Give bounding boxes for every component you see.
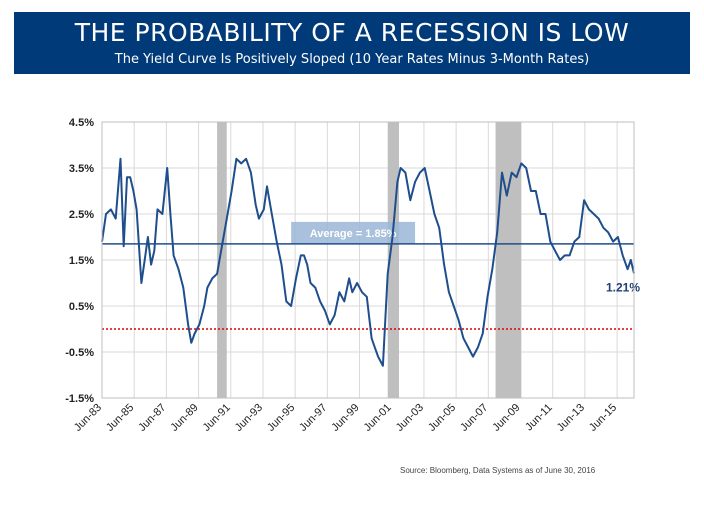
chart-title: THE PROBABILITY OF A RECESSION IS LOW bbox=[74, 18, 630, 47]
x-tick-label: Jun-91 bbox=[201, 402, 233, 434]
x-tick-label: Jun-07 bbox=[458, 402, 490, 434]
axes-group: -1.5%-0.5%0.5%1.5%2.5%3.5%4.5%Jun-83 Jun-… bbox=[65, 117, 635, 434]
recession-bar bbox=[387, 122, 399, 398]
x-tick-label: Jun-85 bbox=[104, 402, 136, 434]
title-banner: THE PROBABILITY OF A RECESSION IS LOW Th… bbox=[14, 12, 690, 74]
series-line bbox=[101, 157, 635, 367]
y-tick-label: 4.5% bbox=[69, 117, 94, 129]
x-tick-label: Jun-97 bbox=[297, 402, 329, 434]
chart-subtitle: The Yield Curve Is Positively Sloped (10… bbox=[114, 52, 590, 67]
recession-bars bbox=[217, 122, 522, 398]
average-label: Average = 1.85% bbox=[310, 228, 397, 240]
x-tick-label: Jun-05 bbox=[426, 402, 458, 434]
x-tick-label: Jun-15 bbox=[587, 402, 619, 434]
x-tick-label: Jun-93 bbox=[233, 402, 265, 434]
end-value-label: 1.21% bbox=[606, 280, 640, 294]
series-group: 1.21% bbox=[101, 157, 640, 367]
y-tick-label: 2.5% bbox=[69, 209, 94, 221]
y-tick-label: 1.5% bbox=[69, 255, 94, 267]
y-tick-label: -0.5% bbox=[65, 347, 94, 359]
x-tick-label: Jun-03 bbox=[394, 402, 426, 434]
x-tick-label: Jun-99 bbox=[329, 402, 361, 434]
source-note: Source: Bloomberg, Data Systems as of Ju… bbox=[400, 466, 596, 475]
x-tick-label: Jun-11 bbox=[523, 402, 555, 434]
recession-bar bbox=[495, 122, 522, 398]
y-tick-label: 0.5% bbox=[69, 301, 94, 313]
x-tick-label: Jun-13 bbox=[555, 402, 587, 434]
average-label-box bbox=[291, 221, 416, 244]
x-tick-label: Jun-09 bbox=[490, 402, 522, 434]
average-group: Average = 1.85% bbox=[102, 221, 634, 245]
plot-border bbox=[101, 121, 635, 399]
y-tick-label: -1.5% bbox=[65, 393, 94, 405]
y-tick-label: 3.5% bbox=[69, 163, 94, 175]
gridlines bbox=[101, 121, 634, 399]
x-tick-label: Jun-83 bbox=[72, 402, 104, 434]
x-tick-label: Jun-01 bbox=[362, 402, 394, 434]
x-tick-label: Jun-95 bbox=[265, 402, 297, 434]
x-tick-label: Jun-89 bbox=[168, 402, 200, 434]
x-tick-label: Jun-87 bbox=[136, 402, 168, 434]
recession-bar bbox=[217, 122, 227, 398]
